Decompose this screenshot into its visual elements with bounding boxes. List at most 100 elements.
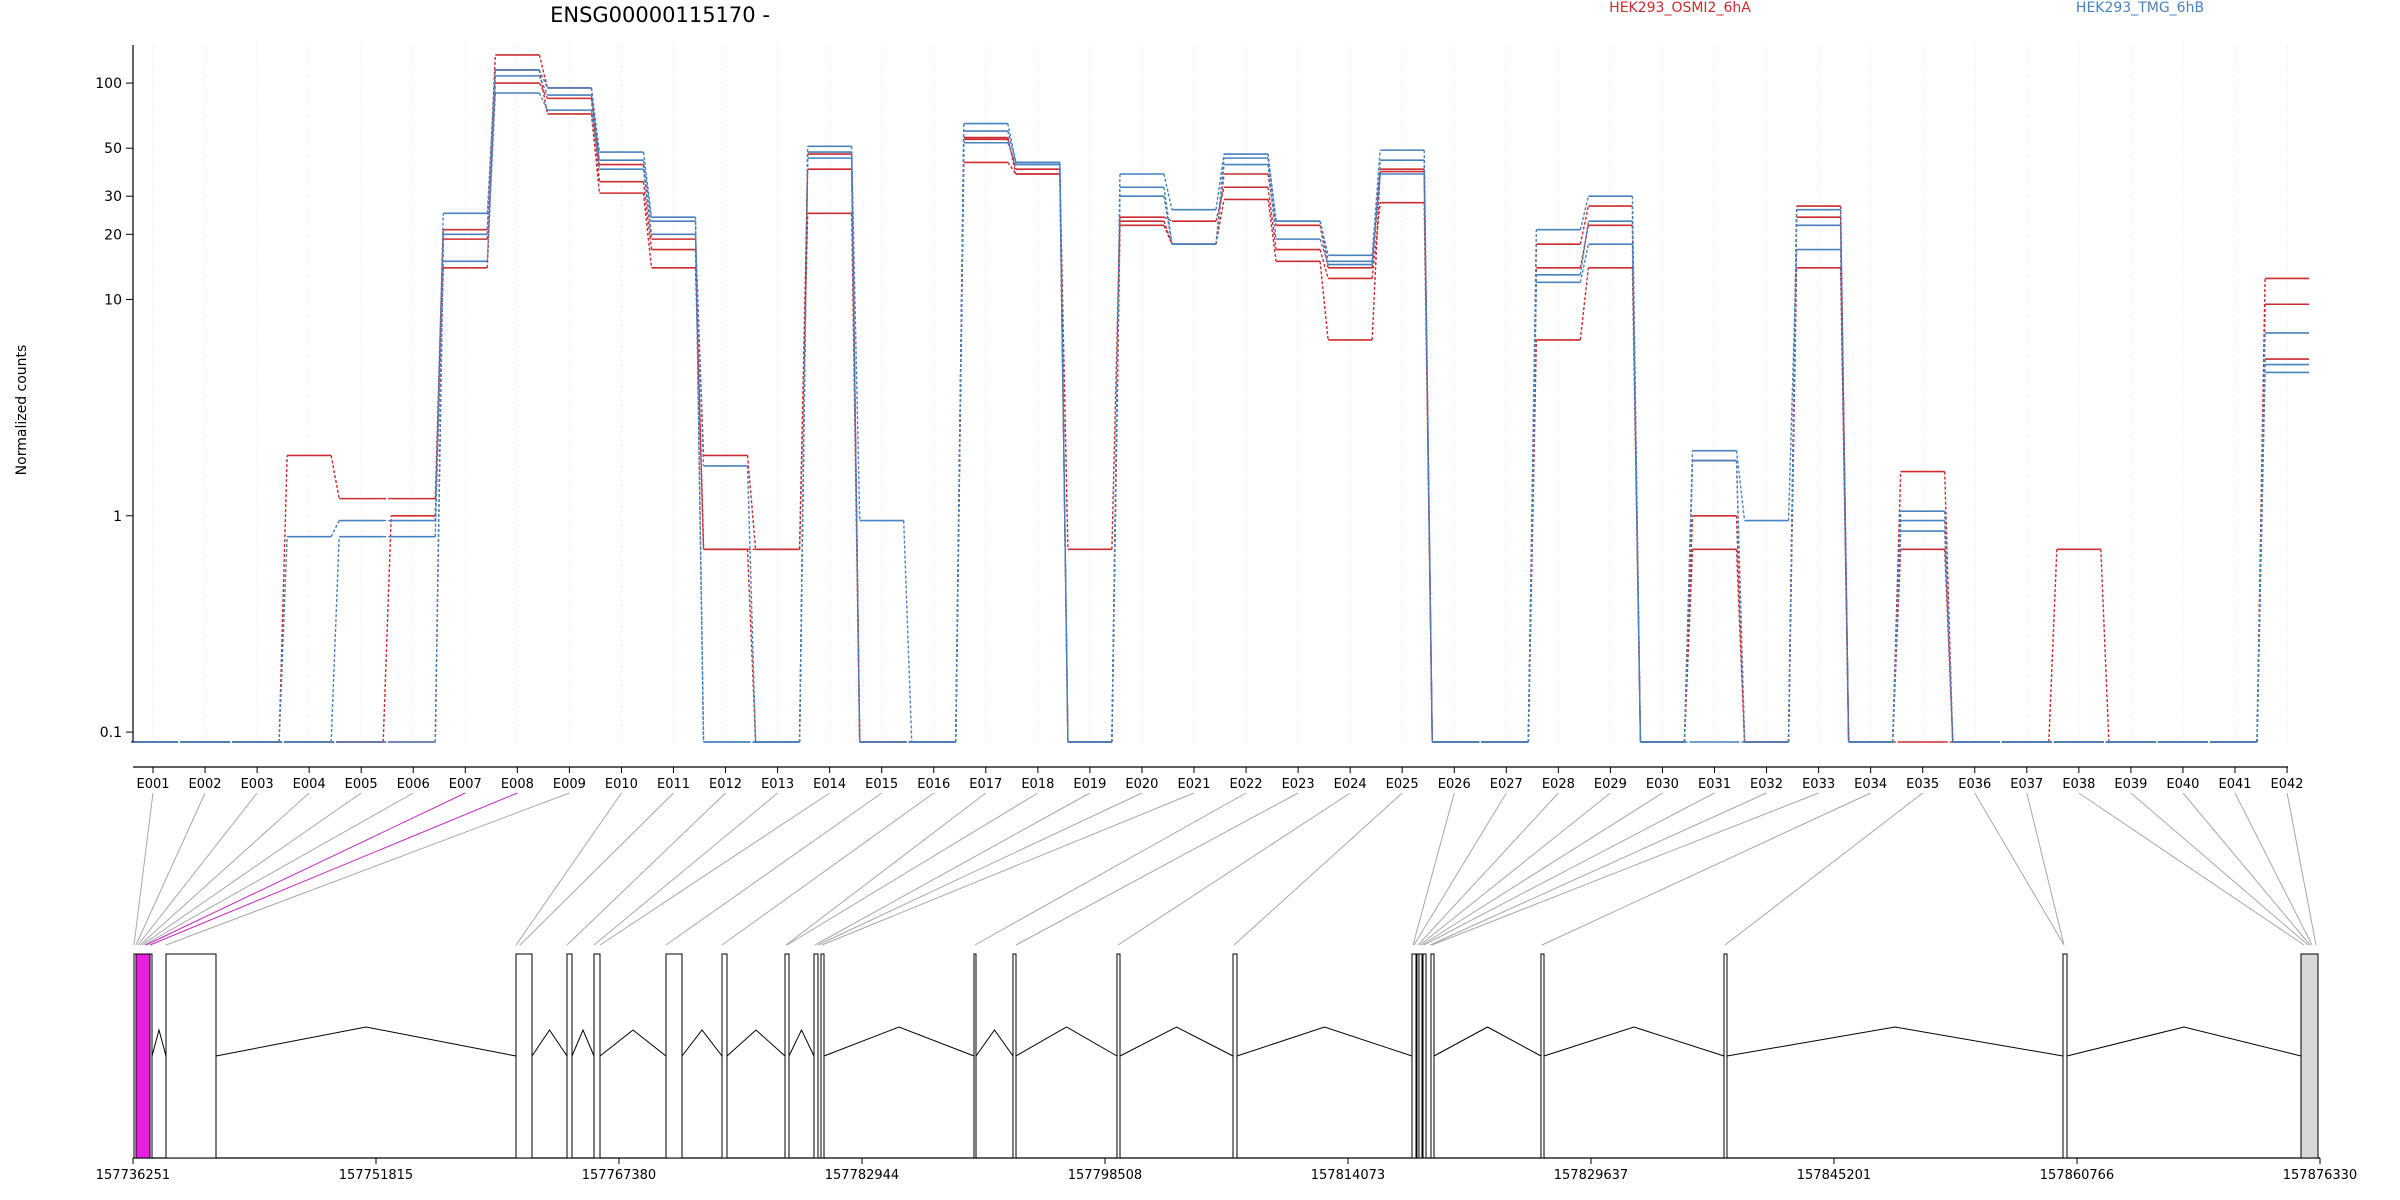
x-tick-label-E028: E028 [1542, 777, 1575, 792]
series-5-link-E012 [746, 465, 757, 743]
exon-block [1430, 953, 1435, 1159]
series-2-link-E030 [1683, 549, 1694, 743]
series-3-link-E008 [538, 82, 549, 99]
connector-E031 [1423, 792, 1715, 946]
intron [1433, 1026, 1542, 1057]
connector-E027 [1413, 792, 1507, 946]
x-tick-label-E003: E003 [241, 777, 274, 792]
coordinate-label: 157798508 [1068, 1168, 1142, 1183]
connector-E005 [141, 792, 362, 946]
exons [133, 953, 2319, 1159]
series-1-link-E028 [1579, 205, 1590, 245]
series-4-link-E009 [590, 87, 601, 153]
series-6-link-E020 [1163, 187, 1173, 245]
connector-E032 [1429, 792, 1767, 946]
intron [1726, 1026, 2064, 1057]
series-6-link-E013 [798, 158, 809, 743]
series-1-link-E024 [1371, 202, 1381, 279]
series-6-link-E034 [1891, 531, 1902, 743]
x-tick-label-E024: E024 [1334, 777, 1367, 792]
tail-exon-region [2300, 953, 2319, 1159]
x-tick-label-E009: E009 [553, 777, 586, 792]
series-6-link-E032 [1787, 225, 1798, 743]
series-1-link-E008 [538, 54, 549, 89]
intron [151, 1028, 167, 1057]
exon-block [1411, 953, 1417, 1159]
series-4-link-E017 [1007, 123, 1017, 163]
exon-connector-lines [133, 792, 2317, 946]
exon-block [973, 953, 977, 1159]
series-5-link-E023 [1319, 238, 1329, 265]
series-2-link-E024 [1371, 169, 1381, 340]
y-tick-label: 100 [95, 76, 122, 92]
series-2-link-E028 [1579, 267, 1590, 340]
series-1-link-E012 [746, 455, 757, 550]
intron [1015, 1026, 1118, 1057]
exon-block [721, 953, 728, 1159]
connector-E010 [515, 792, 622, 946]
series-4-link-E011 [694, 217, 705, 743]
x-tick-label-E042: E042 [2271, 777, 2304, 792]
connector-E040 [2182, 792, 2311, 946]
x-tick-label-E038: E038 [2062, 777, 2095, 792]
coordinate-label: 157782944 [825, 1168, 899, 1183]
exon-block [813, 953, 819, 1159]
coordinate-label: 157814073 [1311, 1168, 1385, 1183]
connector-E014 [599, 792, 830, 946]
series-5-link-E031 [1735, 460, 1746, 743]
chart-title: ENSG00000115170 - [550, 3, 770, 27]
series-4-link-E024 [1371, 150, 1381, 256]
x-tick-label-E018: E018 [1021, 777, 1054, 792]
intron [1543, 1026, 1725, 1057]
connector-E022 [974, 792, 1247, 946]
connector-E013 [593, 792, 778, 946]
series-1-link-E019 [1111, 217, 1121, 550]
y-tick-label: 10 [104, 292, 122, 308]
series-4-link-E010 [642, 151, 653, 218]
x-tick-label-E023: E023 [1282, 777, 1315, 792]
intron [531, 1029, 568, 1057]
series-2-link-E017 [1007, 161, 1017, 175]
series-6-link-E027 [1527, 274, 1538, 743]
highlighted-exon-region [135, 953, 151, 1159]
intron [1236, 1026, 1413, 1057]
intron [571, 1028, 595, 1057]
y-axis-label: Normalized counts [14, 345, 30, 476]
x-tick-label-E027: E027 [1490, 777, 1523, 792]
series-4-link-E015 [903, 520, 913, 743]
series-4 [131, 69, 2310, 743]
connector-E039 [2130, 792, 2309, 946]
series-5-link-E022 [1267, 164, 1277, 240]
series-5-link-E010 [642, 169, 653, 235]
series-1-link-E018 [1059, 169, 1069, 550]
exon-block [820, 953, 825, 1159]
intron [681, 1029, 723, 1057]
series-6-link-E041 [2256, 364, 2266, 743]
connector-E002 [135, 792, 206, 946]
x-tick-label-E005: E005 [345, 777, 378, 792]
series-3-link-E010 [642, 181, 653, 250]
series-6-link-E014 [850, 158, 861, 743]
connector-E036 [1974, 792, 2065, 946]
legend-entry-tmg: HEK293_TMG_6hB [2076, 0, 2204, 16]
series-5-link-E006 [434, 261, 444, 537]
series-1-link-E038 [2100, 549, 2110, 743]
series-6-link-E009 [590, 95, 601, 161]
series-5-link-E028 [1579, 244, 1590, 283]
connector-E018 [786, 792, 1039, 946]
exon-block [1723, 953, 1728, 1159]
connector-E009 [165, 792, 570, 946]
connector-E033 [1431, 792, 1819, 946]
exon-block [1422, 953, 1427, 1159]
series-5-link-E008 [538, 92, 549, 111]
y-axis: 0.1 1 10 20 30 50 100 [95, 45, 134, 742]
coordinate-label: 157845201 [1797, 1168, 1871, 1183]
series-5-link-E004 [330, 536, 340, 743]
connector-E007 [145, 792, 466, 946]
series-1-link-E004 [330, 455, 340, 499]
y-tick-label: 0.1 [100, 725, 122, 741]
connector-E020 [817, 792, 1143, 946]
series-5-link-E020 [1163, 196, 1173, 245]
y-tick-label: 30 [104, 189, 122, 205]
series-5-link-E016 [955, 142, 965, 743]
